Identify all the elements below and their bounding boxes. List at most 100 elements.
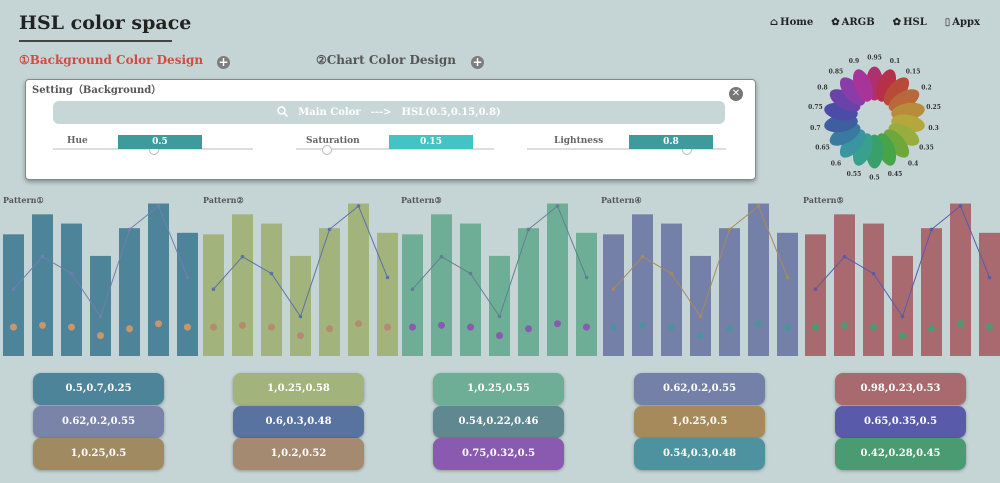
line-point <box>698 314 703 319</box>
line-point <box>240 254 245 259</box>
chart-dot <box>668 323 675 331</box>
nav-appx[interactable]: ▯ Appx <box>945 17 980 28</box>
wheel-label: 0.35 <box>919 145 934 152</box>
chart-bar <box>661 223 682 356</box>
hue-petal[interactable] <box>885 119 923 151</box>
pattern-charts <box>3 203 1000 356</box>
line-point <box>468 271 473 276</box>
chart-dot <box>10 323 17 331</box>
setting-title: Setting（Background） <box>32 85 162 96</box>
nav-home-label: Home <box>780 17 814 28</box>
palette-icon: ✿ <box>892 17 902 28</box>
nav-home[interactable]: ⌂ Home <box>770 17 813 28</box>
chart-bar <box>402 234 423 356</box>
line-point <box>127 227 132 232</box>
hue-petal[interactable] <box>885 85 923 117</box>
hue-petal[interactable] <box>879 125 914 162</box>
chart-dot <box>957 320 964 328</box>
main-color-value: HSL(0.5,0.15,0.8) <box>401 107 501 118</box>
chart-bar <box>834 214 855 356</box>
chart-dot <box>210 323 217 331</box>
chart-dot <box>755 320 762 328</box>
hsl-hue-wheel: 0.95 0.1 0.15 0.2 0.25 0.3 0.35 0.4 0.45 0.5 0.55 0… <box>808 55 941 182</box>
hue-petal[interactable] <box>826 119 864 151</box>
color-pill[interactable]: 1,0.2,0.52 <box>233 438 364 470</box>
hue-petal[interactable] <box>879 73 914 110</box>
wheel-label: 0.55 <box>847 171 862 178</box>
saturation-label: Saturation <box>306 136 360 146</box>
chart-dot <box>610 323 617 331</box>
hue-petal[interactable] <box>849 67 877 105</box>
line-point <box>69 271 74 276</box>
wheel-label: 0.1 <box>890 58 900 65</box>
nav-argb[interactable]: ✿ ARGB <box>831 17 874 28</box>
wheel-label: 0.4 <box>908 160 918 167</box>
line-point <box>185 275 190 280</box>
line-point <box>756 204 761 208</box>
color-pill[interactable]: 0.75,0.32,0.5 <box>433 438 564 470</box>
palette-icon: ✿ <box>831 17 840 28</box>
color-pill[interactable]: 0.54,0.3,0.48 <box>634 438 765 470</box>
add-background-button[interactable]: + <box>217 55 230 69</box>
wheel-label: 0.7 <box>810 125 820 132</box>
hue-label: Hue <box>67 136 88 146</box>
chart-bar <box>319 228 340 356</box>
chart-dot <box>268 323 275 331</box>
chart-bar <box>921 228 942 356</box>
pattern-label-1: Pattern① <box>3 195 44 205</box>
chart-dot <box>986 323 993 331</box>
chart-dot <box>554 320 561 328</box>
hue-petal[interactable] <box>835 125 870 162</box>
hue-petal[interactable] <box>835 73 870 110</box>
wheel-label: 0.6 <box>831 160 841 167</box>
color-pill[interactable]: 1,0.25,0.5 <box>634 406 765 438</box>
chart-bar <box>863 223 884 356</box>
pattern-label-2: Pattern② <box>203 195 244 205</box>
color-pill[interactable]: 0.98,0.23,0.53 <box>835 373 966 405</box>
chart-dot <box>97 332 104 340</box>
chart-bar <box>90 255 111 356</box>
line-point <box>356 204 361 208</box>
color-pill[interactable]: 1,0.25,0.55 <box>433 373 564 405</box>
color-pill[interactable]: 1,0.25,0.58 <box>233 373 364 405</box>
chart-bar <box>290 255 311 356</box>
title-underline <box>19 40 172 42</box>
color-pill[interactable]: 0.62,0.2,0.55 <box>33 406 164 438</box>
color-pill[interactable]: 0.6,0.3,0.48 <box>233 406 364 438</box>
hue-petal[interactable] <box>826 85 864 117</box>
nav-hsl-label: HSL <box>903 17 927 28</box>
color-pill[interactable]: 1,0.25,0.5 <box>33 438 164 470</box>
line-point <box>526 227 531 232</box>
line-point <box>555 204 560 208</box>
hue-slider-group: Hue 0.5 <box>53 134 253 156</box>
chart-dot <box>39 321 46 329</box>
pattern-label-4: Pattern④ <box>601 195 642 205</box>
line-point <box>156 204 161 208</box>
add-chart-button[interactable]: + <box>471 55 484 69</box>
close-icon[interactable]: ✕ <box>729 87 743 101</box>
tab-chart-design[interactable]: ②Chart Color Design <box>316 53 456 67</box>
chart-dot <box>438 321 445 329</box>
color-pill[interactable]: 0.5,0.7,0.25 <box>33 373 164 405</box>
chart-bar <box>232 214 253 356</box>
lightness-slider-track[interactable] <box>527 148 726 150</box>
line-point <box>410 287 415 291</box>
saturation-slider-thumb[interactable] <box>321 145 332 155</box>
saturation-slider-track[interactable] <box>296 148 494 150</box>
book-icon: ▯ <box>944 17 951 28</box>
color-pill[interactable]: 0.54,0.22,0.46 <box>433 406 564 438</box>
wheel-label: 0.3 <box>928 125 938 132</box>
line-point <box>813 287 818 291</box>
chart-dot <box>812 323 819 331</box>
chart-dot <box>155 320 162 328</box>
tab-background-design[interactable]: ①Background Color Design <box>19 53 204 67</box>
color-pill[interactable]: 0.65,0.35,0.5 <box>835 406 966 438</box>
color-pill[interactable]: 0.42,0.28,0.45 <box>835 438 966 470</box>
chart-dot <box>583 323 590 331</box>
nav-hsl[interactable]: ✿ HSL <box>893 17 927 28</box>
main-color-bar[interactable]: Main Color ---> HSL(0.5,0.15,0.8) <box>53 101 725 124</box>
chart-dot <box>525 325 532 333</box>
line-point <box>611 287 616 291</box>
nav-argb-label: ARGB <box>841 17 875 28</box>
color-pill[interactable]: 0.62,0.2,0.55 <box>634 373 765 405</box>
